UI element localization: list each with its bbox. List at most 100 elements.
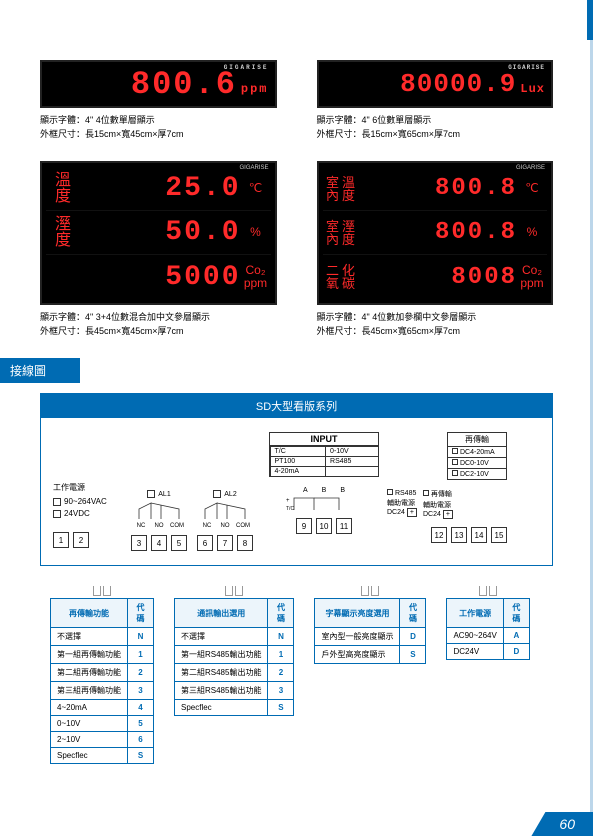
- checkbox-icon: [147, 490, 155, 498]
- font-line: 顯示字體：4" 4位數加參欄中文參層顯示: [317, 311, 554, 325]
- retrans-title: 再傳輸: [447, 432, 507, 447]
- connector-stub-icon: [174, 586, 294, 596]
- terminal: 13: [451, 527, 467, 543]
- retrans-box: 再傳輸 DC4-20mA DC0-10V DC2-10V: [447, 432, 507, 480]
- led-value: 50.0: [80, 217, 241, 248]
- relay-group: AL2 NCNOCOM 6 7 8: [197, 490, 253, 551]
- display-row-2: GIGARISE 溫度 25.0 ℃ 溼度 50.0 % 5000 Co₂ppm: [40, 161, 553, 338]
- connector-stub-icon: [446, 586, 529, 596]
- caption: 顯示字體：4" 6位數單層顯示 外框尺寸：長15cm×寬65cm×厚7cm: [317, 114, 554, 141]
- led-panel-4digit: GIGARISE 800.6 ppm: [40, 60, 277, 108]
- option-tables-row: 再傳輸功能代碼 不選擇N 第一組再傳輸功能1 第二組再傳輸功能2 第三組再傳輸功…: [40, 586, 553, 764]
- opt-block: 再傳輸功能代碼 不選擇N 第一組再傳輸功能1 第二組再傳輸功能2 第三組再傳輸功…: [50, 586, 154, 764]
- terminal: 11: [336, 518, 352, 534]
- terminal: 6: [197, 535, 213, 551]
- col-relays: AL1 NCNOCOM 3 4 5 AL2 NCNOCOM: [131, 432, 261, 551]
- led-value: 80000.9: [400, 69, 516, 99]
- terminal: 4: [151, 535, 167, 551]
- terminal: 15: [491, 527, 507, 543]
- power-opt: 90~264VAC: [53, 497, 123, 506]
- unit: %: [241, 226, 271, 239]
- multi-row: 溫度 25.0 ℃: [46, 167, 271, 211]
- checkbox-icon: [53, 510, 61, 518]
- font-line: 顯示字體：4" 3+4位數混合加中文參層顯示: [40, 311, 277, 325]
- led-value: 800.6: [131, 66, 237, 103]
- led-panel-multi-3: GIGARISE 溫度 25.0 ℃ 溼度 50.0 % 5000 Co₂ppm: [40, 161, 277, 305]
- display-block-2: GIGARISE 80000.9 Lux 顯示字體：4" 6位數單層顯示 外框尺…: [317, 60, 554, 141]
- cn-label: 溼度: [46, 217, 80, 249]
- col-power: 工作電源 90~264VAC 24VDC 1 2: [53, 432, 123, 551]
- font-line: 顯示字體：4" 4位數單層顯示: [40, 114, 277, 128]
- cn-label: 室溫內度: [323, 176, 359, 202]
- checkbox-icon: [53, 498, 61, 506]
- input-grid: T/C0-10V PT100RS485 4-20mA: [270, 446, 378, 476]
- wiring-diagram: SD大型看版系列 工作電源 90~264VAC 24VDC 1 2 AL1: [40, 393, 553, 566]
- terminal: 9: [296, 518, 312, 534]
- led-unit: Lux: [520, 82, 545, 96]
- connector-stub-icon: [314, 586, 426, 596]
- terminal: 2: [73, 532, 89, 548]
- terminal: 5: [171, 535, 187, 551]
- unit: Co₂ppm: [241, 264, 271, 290]
- cn-label: 室溼內度: [323, 220, 359, 246]
- led-panel-6digit: GIGARISE 80000.9 Lux: [317, 60, 554, 108]
- opt-block: 工作電源代碼 AC90~264VA DC24VD: [446, 586, 529, 660]
- display-block-4: GIGARISE 室溫內度 800.8 ℃ 室溼內度 800.8 % 二化氧碳 …: [317, 161, 554, 338]
- relay-icon: [131, 501, 187, 521]
- multi-row: 室溫內度 800.8 ℃: [323, 167, 548, 211]
- terminal: 12: [431, 527, 447, 543]
- terminal: 14: [471, 527, 487, 543]
- size-line: 外框尺寸：長15cm×寬65cm×厚7cm: [317, 128, 554, 142]
- opt-table-retrans: 再傳輸功能代碼 不選擇N 第一組再傳輸功能1 第二組再傳輸功能2 第三組再傳輸功…: [50, 598, 154, 764]
- opt-block: 字幕顯示亮度選用代碼 室內型一般亮度顯示D 戶外型高亮度顯示S: [314, 586, 426, 664]
- caption: 顯示字體：4" 4位數單層顯示 外框尺寸：長15cm×寬45cm×厚7cm: [40, 114, 277, 141]
- unit: ℃: [241, 182, 271, 195]
- opt-block: 通訊輸出選用代碼 不選擇N 第一組RS485輸出功能1 第二組RS485輸出功能…: [174, 586, 294, 716]
- terminal-row: 1 2: [53, 532, 123, 548]
- led-value: 8008: [359, 264, 518, 291]
- svg-text:+: +: [286, 498, 290, 504]
- display-block-3: GIGARISE 溫度 25.0 ℃ 溼度 50.0 % 5000 Co₂ppm: [40, 161, 277, 338]
- unit: %: [517, 226, 547, 239]
- retrans-opt: DC2-10V: [447, 468, 507, 480]
- input-wiring-icon: +T/C: [284, 494, 364, 512]
- size-line: 外框尺寸：長45cm×寬65cm×厚7cm: [317, 325, 554, 339]
- checkbox-icon: [423, 490, 429, 496]
- multi-row: 5000 Co₂ppm: [46, 255, 271, 299]
- power-label: 工作電源: [53, 482, 123, 493]
- col-input: INPUT T/C0-10V PT100RS485 4-20mA ABB +T/…: [269, 432, 379, 551]
- led-value: 5000: [80, 262, 241, 293]
- checkbox-icon: [387, 489, 393, 495]
- font-line: 顯示字體：4" 6位數單層顯示: [317, 114, 554, 128]
- page-content: GIGARISE 800.6 ppm 顯示字體：4" 4位數單層顯示 外框尺寸：…: [0, 0, 593, 764]
- size-line: 外框尺寸：長15cm×寬45cm×厚7cm: [40, 128, 277, 142]
- section-header-wiring: 接線圖: [0, 358, 80, 383]
- brand-label: GIGARISE: [516, 165, 545, 171]
- opt-table-comm: 通訊輸出選用代碼 不選擇N 第一組RS485輸出功能1 第二組RS485輸出功能…: [174, 598, 294, 716]
- led-panel-multi-4: GIGARISE 室溫內度 800.8 ℃ 室溼內度 800.8 % 二化氧碳 …: [317, 161, 554, 305]
- cn-label: 二化氧碳: [323, 264, 359, 290]
- led-unit: ppm: [241, 82, 269, 96]
- unit: ℃: [517, 182, 547, 195]
- caption: 顯示字體：4" 3+4位數混合加中文參層顯示 外框尺寸：長45cm×寬45cm×…: [40, 311, 277, 338]
- caption: 顯示字體：4" 4位數加參欄中文參層顯示 外框尺寸：長45cm×寬65cm×厚7…: [317, 311, 554, 338]
- led-value: 25.0: [80, 173, 241, 204]
- terminal: 3: [131, 535, 147, 551]
- terminal: 1: [53, 532, 69, 548]
- brand-label: GIGARISE: [224, 64, 269, 71]
- size-line: 外框尺寸：長45cm×寬45cm×厚7cm: [40, 325, 277, 339]
- terminal: 8: [237, 535, 253, 551]
- brand-label: GIGARISE: [239, 165, 268, 171]
- multi-row: 二化氧碳 8008 Co₂ppm: [323, 255, 548, 299]
- wiring-title: SD大型看版系列: [41, 394, 552, 418]
- brand-label: GIGARISE: [508, 64, 545, 71]
- input-title: INPUT: [270, 433, 378, 446]
- page-number: 60: [531, 812, 593, 836]
- multi-row: 溼度 50.0 %: [46, 211, 271, 255]
- connector-stub-icon: [50, 586, 154, 596]
- input-box: INPUT T/C0-10V PT100RS485 4-20mA: [269, 432, 379, 477]
- terminal: 7: [217, 535, 233, 551]
- relay-icon: [197, 501, 253, 521]
- led-value: 800.8: [359, 175, 518, 202]
- multi-row: 室溼內度 800.8 %: [323, 211, 548, 255]
